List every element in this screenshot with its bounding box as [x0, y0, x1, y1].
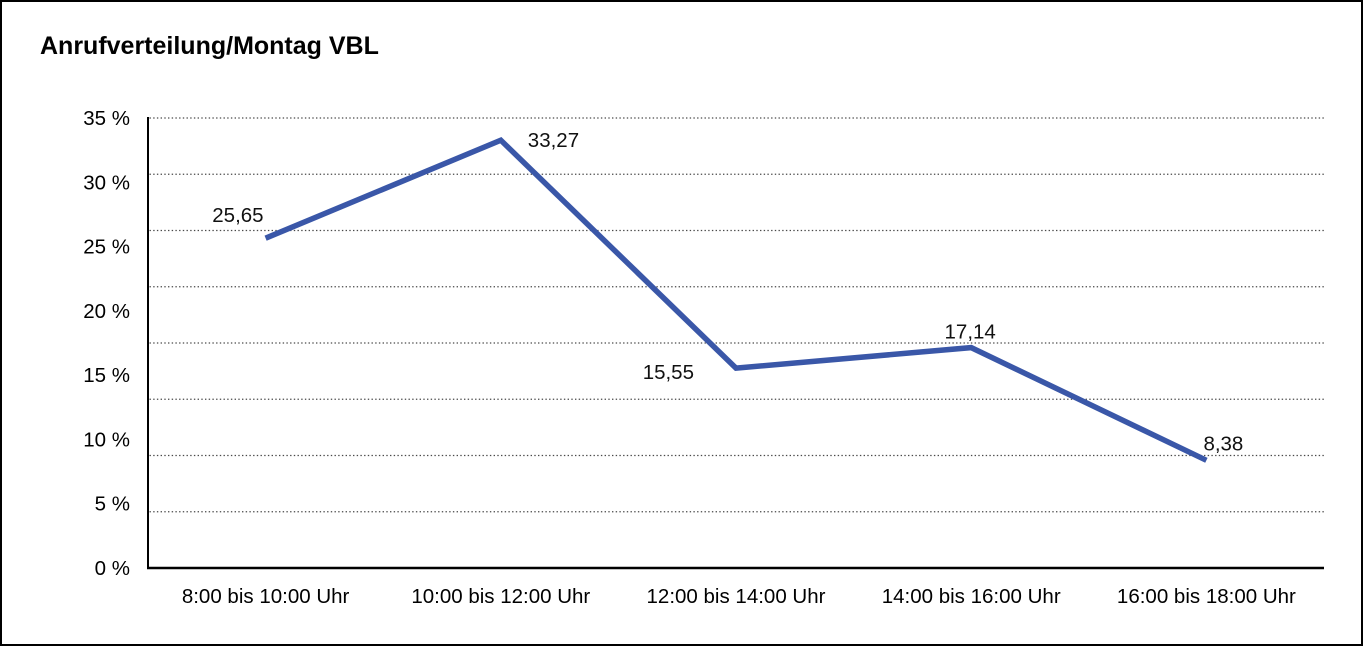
- x-tick-label: 16:00 bis 18:00 Uhr: [1117, 585, 1296, 608]
- y-tick-label: 10 %: [83, 428, 130, 451]
- value-label: 33,27: [528, 129, 579, 152]
- y-tick-label: 5 %: [95, 493, 130, 516]
- value-label: 25,65: [212, 204, 263, 227]
- y-tick-label: 0 %: [95, 557, 130, 580]
- y-tick-label: 25 %: [83, 236, 130, 259]
- chart-title: Anrufverteilung/Montag VBL: [40, 32, 379, 60]
- data-line: [264, 136, 1208, 463]
- y-tick-label: 20 %: [83, 300, 130, 323]
- value-label: 8,38: [1203, 432, 1243, 455]
- value-label: 17,14: [945, 321, 996, 344]
- x-tick-label: 12:00 bis 14:00 Uhr: [647, 585, 826, 608]
- y-tick-label: 15 %: [83, 364, 130, 387]
- x-tick-label: 14:00 bis 16:00 Uhr: [882, 585, 1061, 608]
- x-tick-label: 10:00 bis 12:00 Uhr: [411, 585, 590, 608]
- y-tick-label: 30 %: [83, 171, 130, 194]
- value-label: 15,55: [643, 361, 694, 384]
- y-tick-label: 35 %: [83, 107, 130, 130]
- x-tick-label: 8:00 bis 10:00 Uhr: [182, 585, 350, 608]
